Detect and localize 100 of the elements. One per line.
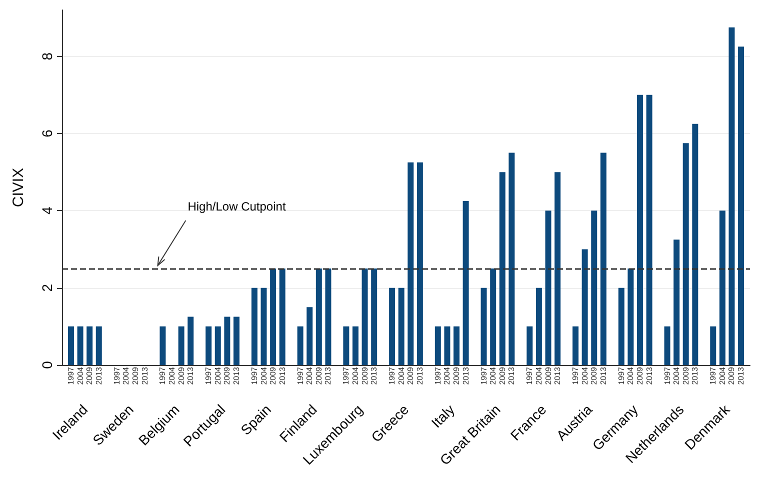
text: 2009 bbox=[727, 367, 736, 385]
text: 1997 bbox=[296, 367, 305, 385]
text: 2013 bbox=[507, 367, 516, 385]
text: 2013 bbox=[690, 367, 700, 385]
bar bbox=[536, 288, 542, 365]
text: 2009 bbox=[85, 366, 94, 385]
bar bbox=[251, 288, 258, 365]
text: 2004 bbox=[718, 367, 727, 385]
text: 2004 bbox=[213, 367, 222, 385]
text: 2004 bbox=[122, 367, 131, 385]
text: 2013 bbox=[94, 366, 104, 385]
text: 2013 bbox=[186, 367, 196, 385]
text: 2009 bbox=[635, 367, 644, 385]
text: 2009 bbox=[452, 367, 462, 385]
bar bbox=[306, 307, 313, 365]
text: 2013 bbox=[598, 367, 608, 385]
text: 1997 bbox=[204, 367, 214, 385]
bar bbox=[526, 326, 533, 365]
y-axis-title: CIVIX bbox=[10, 168, 27, 208]
bar bbox=[646, 94, 652, 365]
bar bbox=[664, 326, 670, 365]
bar bbox=[710, 326, 716, 365]
bar bbox=[454, 326, 460, 365]
text: 1997 bbox=[250, 367, 259, 385]
text: 2009 bbox=[314, 367, 324, 385]
text: 1997 bbox=[112, 367, 122, 385]
bar bbox=[214, 326, 221, 365]
text: 2009 bbox=[498, 367, 507, 385]
bar bbox=[591, 210, 598, 365]
bar bbox=[480, 288, 487, 365]
y-tick-label: 2 bbox=[39, 284, 55, 292]
text: 2013 bbox=[644, 367, 654, 385]
bar bbox=[554, 172, 561, 365]
text: 2013 bbox=[415, 367, 424, 385]
bar bbox=[490, 268, 496, 365]
text: 1997 bbox=[525, 367, 534, 385]
ref-line-label: High/Low Cutpoint bbox=[188, 200, 286, 214]
bar bbox=[545, 210, 552, 365]
bar bbox=[600, 152, 606, 365]
text: 1997 bbox=[433, 367, 442, 385]
text: 1997 bbox=[388, 367, 397, 385]
text: 2013 bbox=[232, 367, 241, 385]
bar bbox=[719, 210, 726, 365]
text: 1997 bbox=[66, 366, 76, 385]
bar bbox=[389, 288, 396, 365]
bar bbox=[325, 268, 332, 365]
bar bbox=[224, 316, 230, 365]
bar bbox=[188, 316, 194, 365]
bar bbox=[434, 326, 441, 365]
bar bbox=[582, 249, 588, 365]
bar bbox=[362, 268, 368, 365]
text: 2004 bbox=[259, 367, 268, 385]
bar bbox=[68, 326, 74, 365]
x-tick-label: Italy bbox=[428, 401, 458, 431]
bar bbox=[77, 326, 84, 365]
y-tick-label: 6 bbox=[39, 129, 55, 138]
text: 1997 bbox=[662, 367, 672, 385]
text: 1997 bbox=[158, 367, 168, 385]
text: 2004 bbox=[168, 367, 177, 385]
text: 2009 bbox=[406, 367, 416, 385]
y-tick-label: 8 bbox=[39, 52, 55, 60]
bar bbox=[508, 152, 515, 365]
text: 2004 bbox=[534, 367, 544, 385]
text: 2009 bbox=[176, 367, 186, 385]
text: 2009 bbox=[222, 367, 232, 385]
bar bbox=[572, 326, 579, 365]
text: 1997 bbox=[571, 367, 580, 385]
text: 2013 bbox=[278, 367, 287, 385]
bar bbox=[628, 268, 634, 365]
bar bbox=[398, 288, 404, 365]
text: 2004 bbox=[442, 367, 452, 385]
text: 2009 bbox=[590, 367, 599, 385]
bar bbox=[444, 326, 450, 365]
text: 2013 bbox=[736, 367, 746, 385]
bar bbox=[260, 288, 267, 365]
text: 2004 bbox=[305, 367, 314, 385]
text: 2013 bbox=[553, 367, 562, 385]
bar bbox=[160, 326, 166, 365]
text: 2004 bbox=[350, 367, 360, 385]
text: 1997 bbox=[708, 367, 718, 385]
bar bbox=[462, 201, 469, 365]
bar bbox=[416, 162, 423, 365]
bar bbox=[738, 46, 744, 365]
bar bbox=[682, 143, 689, 365]
bar bbox=[352, 326, 358, 365]
text: 2013 bbox=[324, 367, 333, 385]
text: 2004 bbox=[396, 367, 406, 385]
bar bbox=[728, 27, 735, 365]
bar bbox=[692, 124, 698, 365]
bar bbox=[279, 268, 286, 365]
bar bbox=[96, 326, 102, 365]
text: 2004 bbox=[580, 367, 590, 385]
bar bbox=[343, 326, 350, 365]
bar bbox=[674, 240, 680, 365]
text: 2013 bbox=[461, 367, 470, 385]
bar bbox=[636, 94, 643, 365]
y-tick-label: 0 bbox=[39, 360, 55, 369]
bar bbox=[316, 268, 322, 365]
text: 2009 bbox=[268, 367, 278, 385]
text: 2013 bbox=[370, 367, 379, 385]
